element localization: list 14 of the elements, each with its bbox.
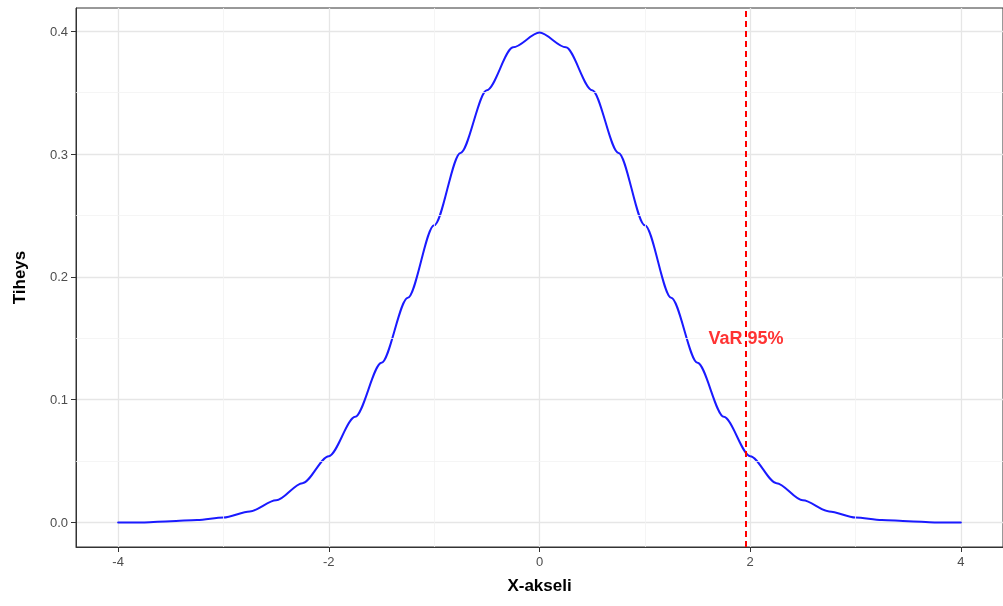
- x-tick-label: -4: [112, 554, 124, 569]
- x-tick-label: -2: [323, 554, 335, 569]
- y-tick-label: 0.1: [49, 392, 68, 408]
- x-axis-title: X-akseli: [507, 576, 572, 595]
- y-tick-label: 0.0: [49, 514, 68, 530]
- y-tick-label: 0.3: [49, 146, 68, 162]
- x-tick-label: 0: [535, 554, 544, 569]
- y-tick-label: 0.4: [49, 23, 68, 39]
- line-series: [117, 31, 962, 524]
- y-tick-label: 0.2: [49, 269, 68, 285]
- annotation: VaR 95%: [708, 328, 784, 349]
- x-tick-label: 4: [957, 554, 965, 569]
- y-axis-title: Tiheys: [10, 250, 29, 305]
- x-tick-label: 2: [746, 554, 754, 569]
